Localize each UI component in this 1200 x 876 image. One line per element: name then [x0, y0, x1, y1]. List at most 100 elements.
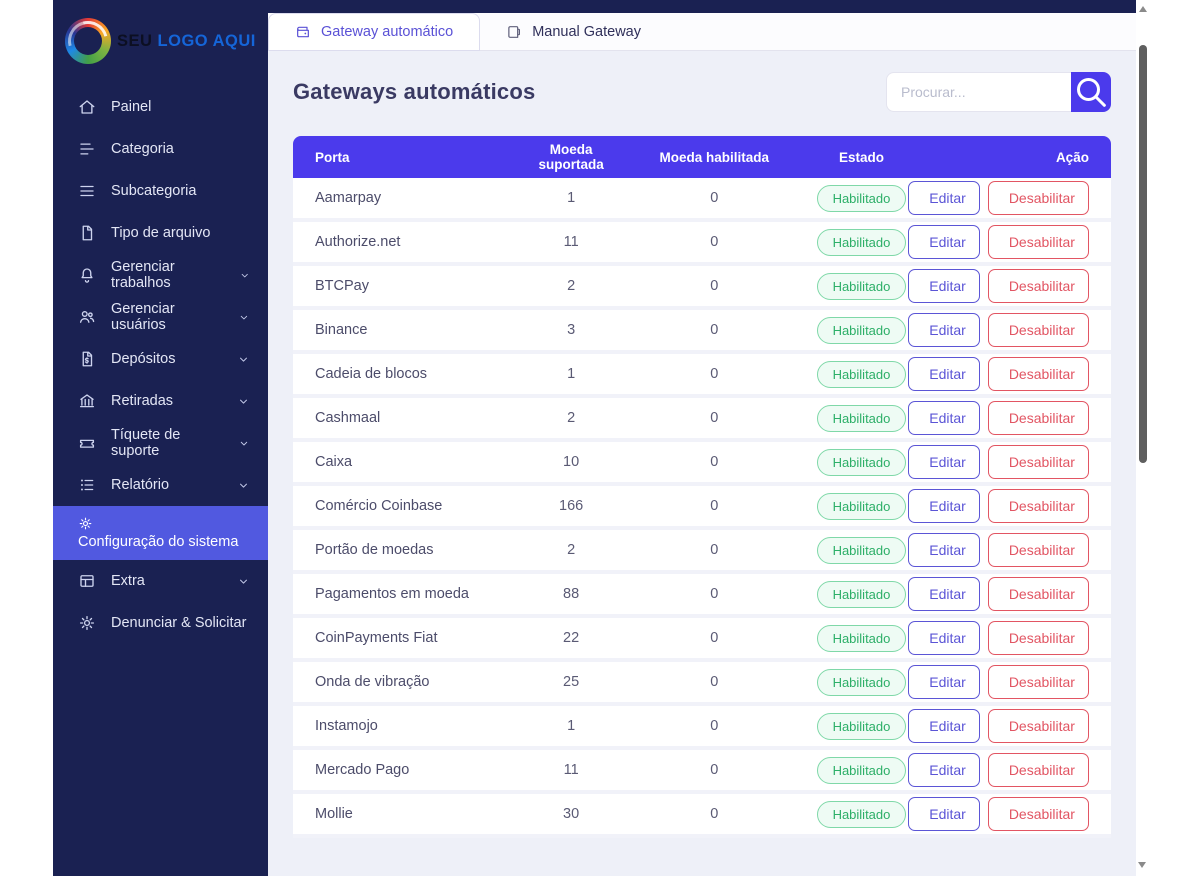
disable-button-label: Desabilitar — [1008, 190, 1075, 206]
scroll-down-arrow-icon[interactable] — [1138, 862, 1146, 868]
deposit-icon — [78, 350, 96, 368]
disable-button[interactable]: Desabilitar — [987, 797, 1089, 831]
table-row: Cadeia de blocos 1 0 Habilitado Editar D… — [293, 354, 1111, 398]
disable-button[interactable]: Desabilitar — [987, 181, 1089, 215]
status-badge: Habilitado — [816, 448, 907, 476]
sidebar: SEU LOGO AQUI Painel Categoria Subcatego… — [53, 0, 268, 876]
edit-button-label: Editar — [929, 366, 966, 382]
disable-button[interactable]: Desabilitar — [987, 709, 1089, 743]
edit-button[interactable]: Editar — [908, 489, 980, 523]
edit-button-label: Editar — [929, 718, 966, 734]
edit-button[interactable]: Editar — [908, 357, 980, 391]
disable-button[interactable]: Desabilitar — [987, 445, 1089, 479]
cell-estado: Habilitado — [800, 184, 923, 212]
edit-button[interactable]: Editar — [908, 709, 980, 743]
sidebar-item-categoria[interactable]: Categoria — [53, 128, 268, 170]
disable-button[interactable]: Desabilitar — [987, 269, 1089, 303]
col-header-estado: Estado — [838, 149, 884, 165]
tab-gateway-automatico[interactable]: Gateway automático — [268, 13, 481, 51]
scroll-up-arrow-icon[interactable] — [1139, 6, 1147, 12]
cell-moeda-suportada: 30 — [563, 806, 580, 822]
sidebar-item-gerenciar-usuarios[interactable]: Gerenciar usuários — [53, 296, 268, 338]
sidebar-item-tiquete-de-suporte[interactable]: Tíquete de suporte — [53, 422, 268, 464]
disable-button[interactable]: Desabilitar — [987, 313, 1089, 347]
file-icon — [78, 224, 96, 242]
cell-estado: Habilitado — [800, 712, 923, 740]
logo[interactable]: SEU LOGO AQUI — [53, 0, 268, 76]
sidebar-item-retiradas[interactable]: Retiradas — [53, 380, 268, 422]
tab-manual-gateway[interactable]: Manual Gateway — [480, 13, 667, 50]
chevron-down-icon — [237, 395, 250, 408]
cell-acao: Editar Desabilitar — [908, 797, 1111, 831]
disable-button[interactable]: Desabilitar — [987, 753, 1089, 787]
cell-moeda-suportada: 22 — [563, 630, 580, 646]
sidebar-item-relatorio[interactable]: Relatório — [53, 464, 268, 506]
report-icon — [78, 476, 96, 494]
disable-button[interactable]: Desabilitar — [987, 401, 1089, 435]
cell-acao: Editar Desabilitar — [908, 709, 1111, 743]
edit-button[interactable]: Editar — [908, 181, 980, 215]
logo-text: SEU LOGO AQUI — [117, 32, 256, 51]
sidebar-item-label: Relatório — [111, 477, 170, 493]
edit-button[interactable]: Editar — [908, 225, 980, 259]
table-row: Comércio Coinbase 166 0 Habilitado Edita… — [293, 486, 1111, 530]
edit-button[interactable]: Editar — [908, 445, 980, 479]
sidebar-item-subcategoria[interactable]: Subcategoria — [53, 170, 268, 212]
chevron-down-icon — [238, 437, 250, 450]
cell-porta: Authorize.net — [315, 234, 401, 250]
sidebar-item-painel[interactable]: Painel — [53, 86, 268, 128]
cell-estado: Habilitado — [800, 580, 923, 608]
cell-acao: Editar Desabilitar — [908, 181, 1111, 215]
disable-button[interactable]: Desabilitar — [987, 665, 1089, 699]
edit-button[interactable]: Editar — [908, 313, 980, 347]
disable-button[interactable]: Desabilitar — [987, 621, 1089, 655]
cell-estado: Habilitado — [800, 360, 923, 388]
search-icon — [1071, 72, 1111, 112]
scrollbar-thumb[interactable] — [1139, 45, 1147, 463]
table-row: Onda de vibração 25 0 Habilitado Editar … — [293, 662, 1111, 706]
edit-button[interactable]: Editar — [908, 577, 980, 611]
edit-button[interactable]: Editar — [908, 665, 980, 699]
disable-button[interactable]: Desabilitar — [987, 489, 1089, 523]
disable-button[interactable]: Desabilitar — [987, 225, 1089, 259]
sidebar-item-denunciar-solicitar[interactable]: Denunciar & Solicitar — [53, 602, 268, 644]
disable-button-label: Desabilitar — [1008, 234, 1075, 250]
search-input[interactable] — [886, 72, 1071, 112]
cell-moeda-habilitada: 0 — [710, 410, 719, 426]
cell-moeda-suportada: 1 — [567, 366, 576, 382]
cell-moeda-habilitada: 0 — [710, 190, 719, 206]
disable-button[interactable]: Desabilitar — [987, 357, 1089, 391]
sidebar-item-configuracao-do-sistema[interactable]: Configuração do sistema — [53, 506, 268, 560]
sidebar-item-tipo-de-arquivo[interactable]: Tipo de arquivo — [53, 212, 268, 254]
sidebar-item-gerenciar-trabalhos[interactable]: Gerenciar trabalhos — [53, 254, 268, 296]
cell-moeda-habilitada: 0 — [710, 586, 719, 602]
sidebar-item-label: Painel — [111, 99, 152, 115]
search-button[interactable] — [1071, 72, 1111, 112]
edit-button-label: Editar — [929, 190, 966, 206]
edit-button[interactable]: Editar — [908, 533, 980, 567]
disable-button[interactable]: Desabilitar — [987, 533, 1089, 567]
cell-moeda-suportada: 166 — [559, 498, 584, 514]
cell-moeda-habilitada: 0 — [710, 366, 719, 382]
edit-button[interactable]: Editar — [908, 753, 980, 787]
wallet2-icon — [506, 24, 522, 40]
cell-estado: Habilitado — [800, 536, 923, 564]
edit-button[interactable]: Editar — [908, 797, 980, 831]
edit-button[interactable]: Editar — [908, 401, 980, 435]
cell-porta: Caixa — [315, 454, 353, 470]
cell-estado: Habilitado — [800, 624, 923, 652]
content-header: Gateways automáticos — [293, 72, 1111, 112]
edit-button[interactable]: Editar — [908, 621, 980, 655]
cell-moeda-habilitada: 0 — [710, 322, 719, 338]
sidebar-item-extra[interactable]: Extra — [53, 560, 268, 602]
edit-button[interactable]: Editar — [908, 269, 980, 303]
sidebar-item-depositos[interactable]: Depósitos — [53, 338, 268, 380]
disable-button-label: Desabilitar — [1008, 410, 1075, 426]
ticket-icon — [78, 434, 96, 452]
cell-porta: Binance — [315, 322, 368, 338]
sidebar-item-label: Retiradas — [111, 393, 174, 409]
disable-button[interactable]: Desabilitar — [987, 577, 1089, 611]
status-badge: Habilitado — [816, 800, 907, 828]
cell-acao: Editar Desabilitar — [908, 269, 1111, 303]
cell-porta: Cashmaal — [315, 410, 381, 426]
